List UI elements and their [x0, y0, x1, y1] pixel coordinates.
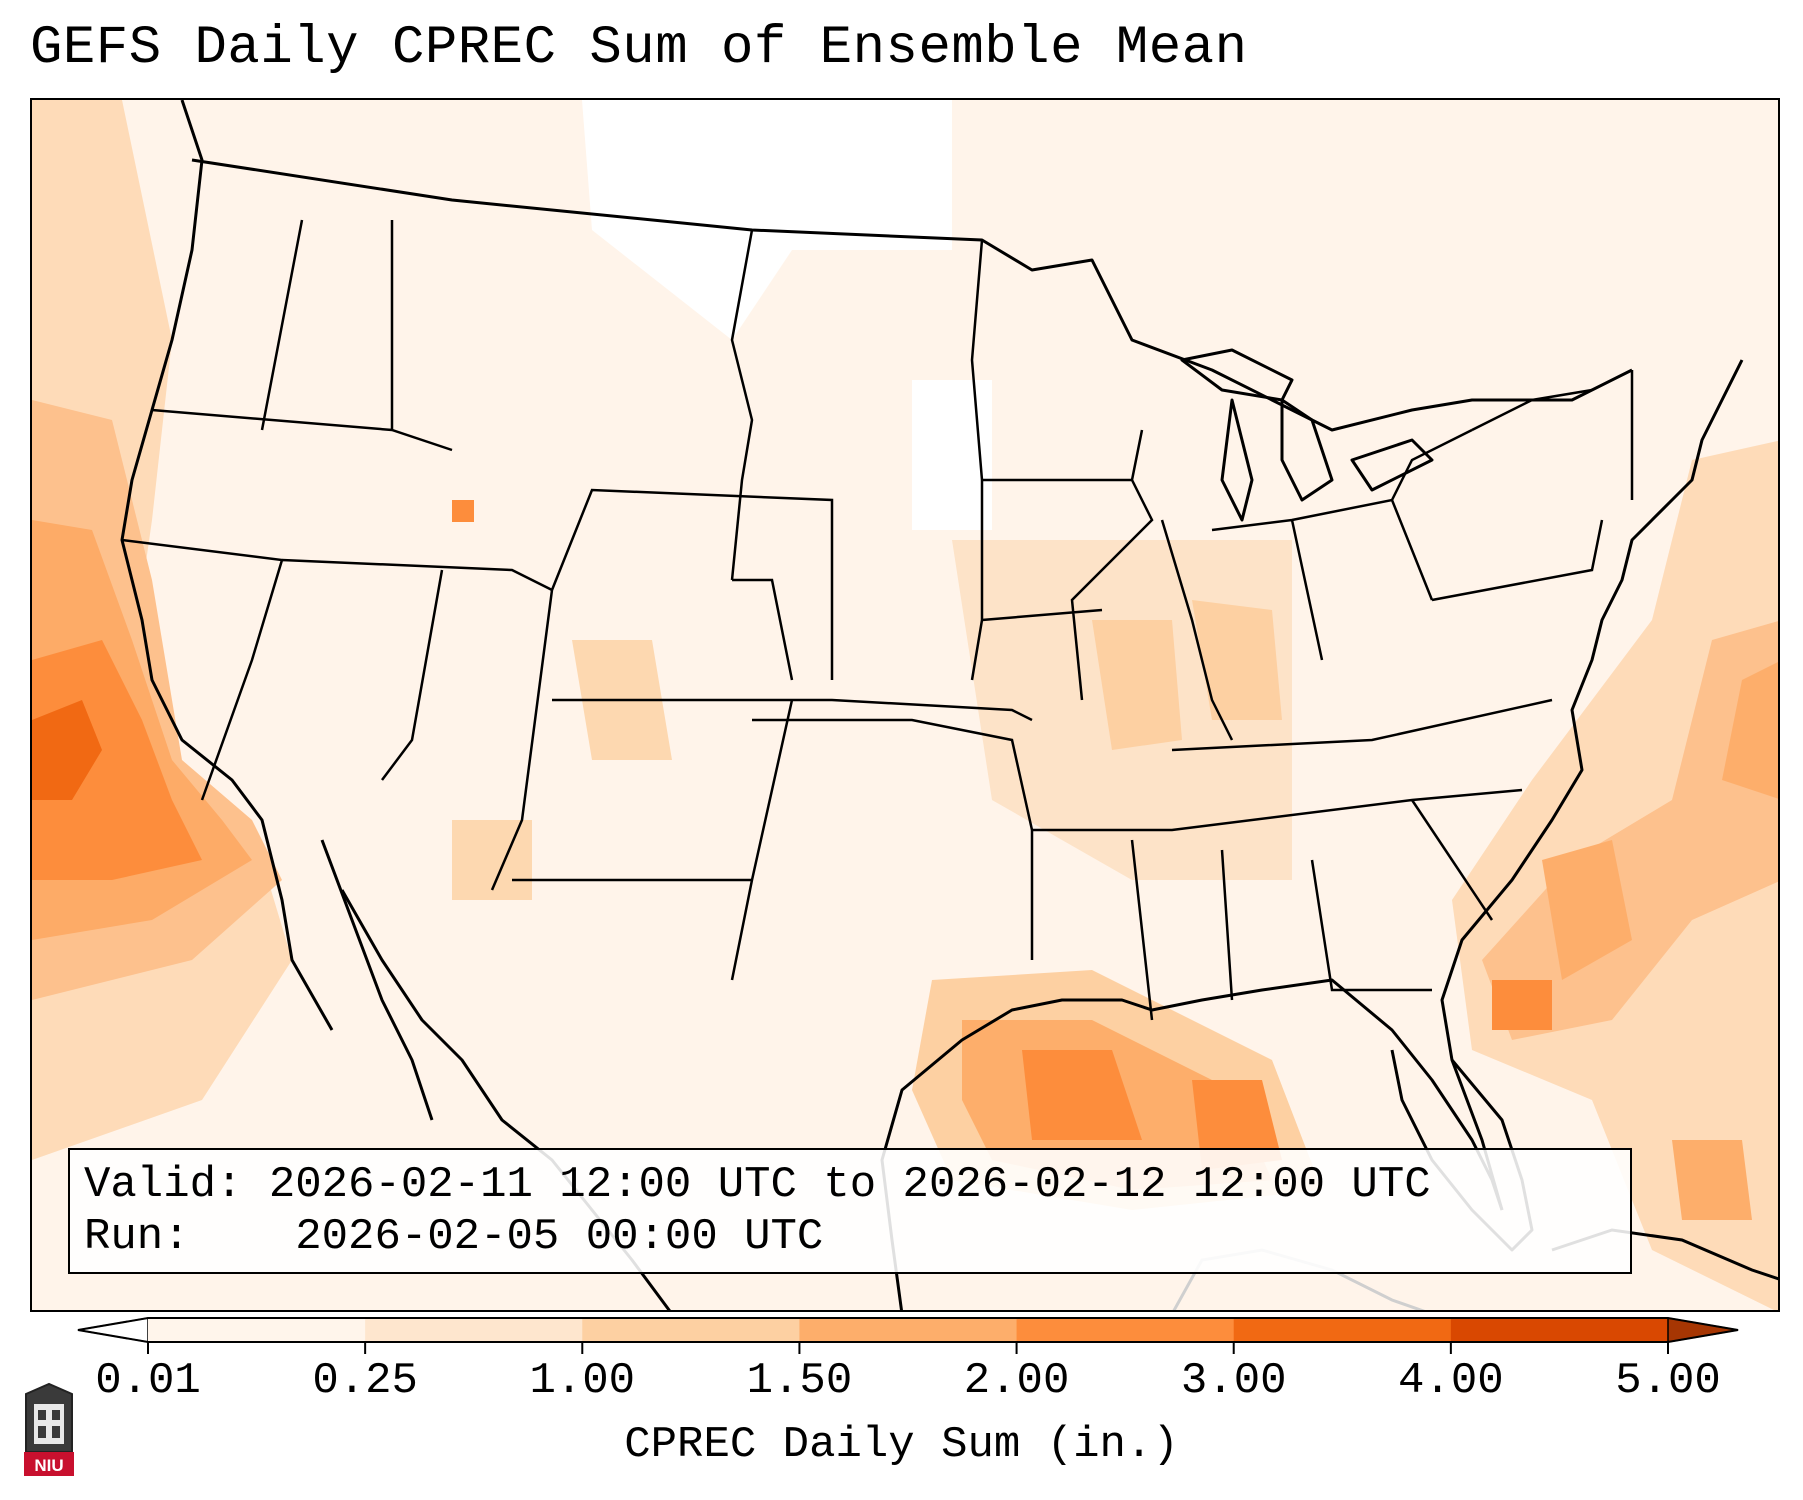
- colorbar-segment: [148, 1318, 366, 1342]
- run-line: Run: 2026-02-05 00:00 UTC: [84, 1212, 823, 1262]
- west-coast: [120, 100, 334, 1031]
- colorbar-tick-label: 2.00: [963, 1356, 1070, 1406]
- niu-logo: NIU: [24, 1382, 74, 1476]
- run-label: Run:: [84, 1212, 190, 1262]
- colorbar-tick-label: 1.00: [529, 1356, 636, 1406]
- run-value: 2026-02-05 00:00 UTC: [295, 1212, 824, 1262]
- colorbar-segment: [582, 1318, 800, 1342]
- colorbar-segment: [799, 1318, 1018, 1342]
- colorbar-tick-label: 1.50: [746, 1356, 853, 1406]
- colorbar-segment: [1016, 1318, 1235, 1342]
- colorbar-segment: [1233, 1318, 1452, 1342]
- colorbar-segment: [365, 1318, 583, 1342]
- colorbar-over-arrow: [1667, 1317, 1739, 1343]
- colorbar-label: CPREC Daily Sum (in.): [624, 1420, 1179, 1470]
- precip-field: [32, 100, 1778, 1310]
- state-borders: [121, 219, 1634, 1021]
- colorbar-tick-label: 0.01: [95, 1356, 201, 1406]
- map-title: GEFS Daily CPREC Sum of Ensemble Mean: [30, 18, 1248, 79]
- colorbar: [77, 1317, 1739, 1354]
- atlantic-coast: [1440, 359, 1744, 1211]
- colorbar-tick-label: 5.00: [1615, 1356, 1721, 1406]
- precipitation-map: [30, 98, 1780, 1312]
- map-svg: [32, 100, 1778, 1310]
- colorbar-tick-label: 0.25: [312, 1356, 418, 1406]
- great-lakes: [1180, 348, 1434, 522]
- colorbar-tick-label: 3.00: [1180, 1356, 1287, 1406]
- valid-line: Valid: 2026-02-11 12:00 UTC to 2026-02-1…: [84, 1160, 1431, 1210]
- colorbar-tick-label: 4.00: [1398, 1356, 1504, 1406]
- valid-run-info-box: Valid: 2026-02-11 12:00 UTC to 2026-02-1…: [68, 1148, 1632, 1274]
- baja-coast: [320, 839, 434, 1121]
- niu-logo-text: NIU: [34, 1456, 63, 1475]
- colorbar-segment: [1450, 1318, 1669, 1342]
- valid-value: 2026-02-11 12:00 UTC to 2026-02-12 12:00…: [268, 1160, 1431, 1210]
- colorbar-under-arrow: [77, 1317, 149, 1343]
- valid-label: Valid:: [84, 1160, 243, 1210]
- canada-us-border: [191, 158, 1633, 432]
